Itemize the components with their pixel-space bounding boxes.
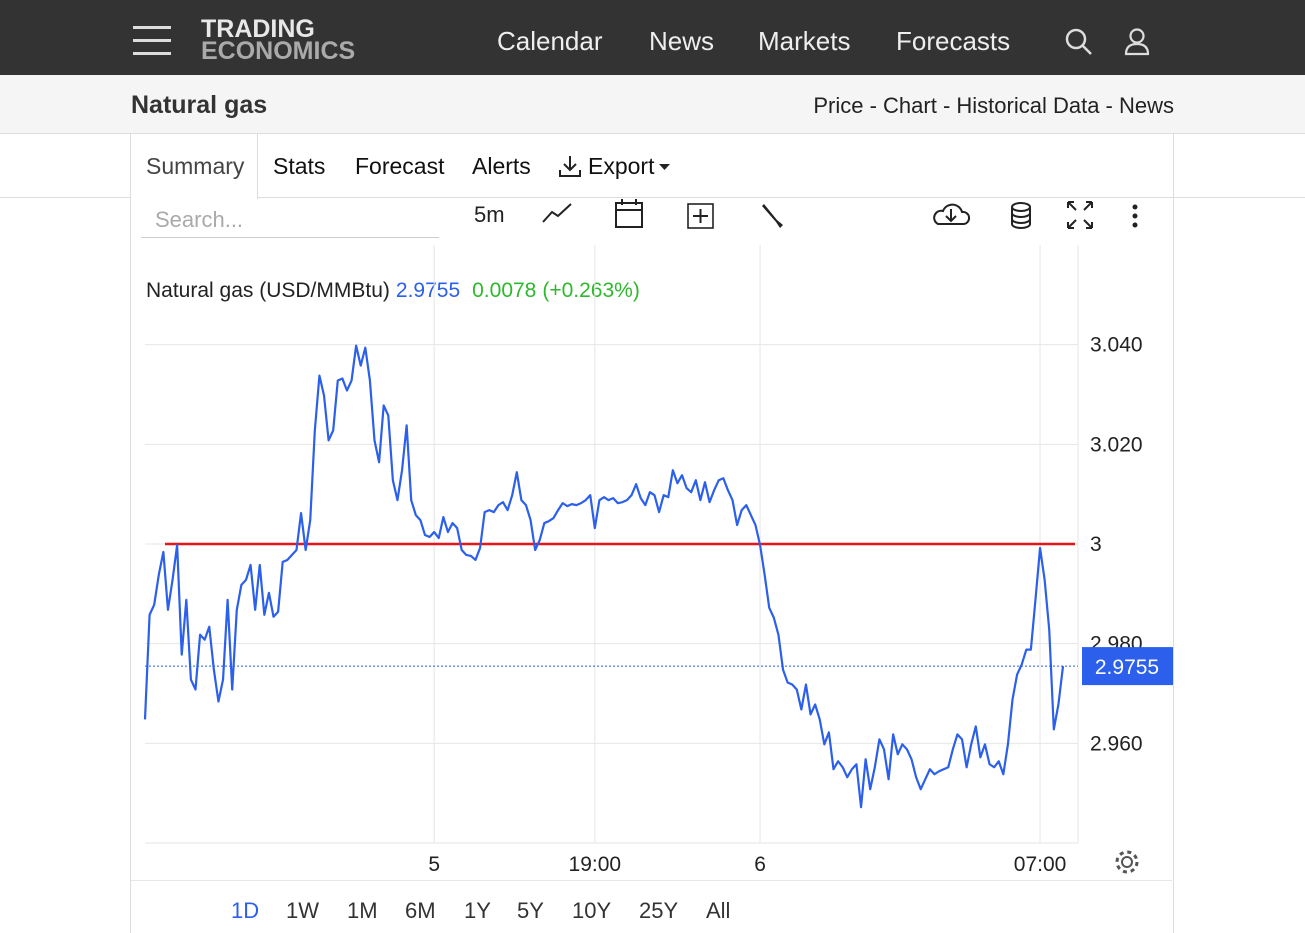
nav-link[interactable]: Forecasts [896, 26, 1011, 56]
download-icon [559, 156, 581, 177]
x-tick-label: 07:00 [1014, 853, 1067, 876]
header-links[interactable]: Price - Chart - Historical Data - News [813, 93, 1174, 118]
last-price-label: 2.9755 [1095, 656, 1159, 679]
y-tick-label: 3 [1090, 533, 1102, 556]
tab[interactable]: Stats [273, 153, 326, 179]
logo-line: ECONOMICS [201, 37, 356, 65]
title-bar: Natural gas Price - Chart - Historical D… [0, 75, 1305, 134]
last-price-box [1082, 647, 1173, 686]
range-button[interactable]: 10Y [572, 898, 612, 923]
add-icon[interactable] [687, 203, 714, 229]
quote-price: 2.9755 [396, 279, 460, 302]
quote-change: 0.0078 [472, 279, 536, 302]
menu-icon[interactable] [133, 26, 173, 56]
nav-link[interactable]: Markets [758, 26, 851, 56]
user-icon[interactable] [1123, 27, 1153, 57]
y-tick-label: 3.020 [1090, 433, 1143, 456]
quote-name: Natural gas (USD/MMBtu) [146, 279, 390, 302]
logo[interactable]: TRADING ECONOMICS [201, 15, 356, 65]
tab[interactable]: Forecast [355, 153, 445, 179]
database-icon[interactable] [1011, 202, 1031, 229]
chart-group: Natural gas (USD/MMBtu) 2.9755 0.0078 (+0.2… [143, 245, 1173, 876]
logo-line: TRADING [201, 15, 315, 43]
settings-icon[interactable] [1113, 848, 1141, 876]
y-tick-label: 2.960 [1090, 732, 1143, 755]
cloud-icon[interactable] [933, 203, 971, 225]
tab[interactable]: Summary [146, 153, 245, 179]
tab[interactable]: Alerts [472, 153, 531, 179]
divider [131, 880, 1172, 881]
tab[interactable]: Export [588, 153, 655, 179]
active-tab-bg [131, 134, 258, 199]
interval[interactable]: 5m [474, 202, 505, 227]
y-tick-label: 3.040 [1090, 334, 1143, 357]
panel [130, 133, 1174, 933]
price-line [143, 344, 1065, 809]
wrench-icon[interactable] [762, 204, 783, 228]
nav-link[interactable]: Calendar [497, 26, 603, 56]
x-tick-label: 6 [754, 853, 766, 876]
calendar-icon[interactable] [615, 199, 643, 228]
range-button[interactable]: 1Y [464, 898, 491, 923]
range-button[interactable]: 1W [286, 898, 319, 923]
range-button[interactable]: 6M [405, 898, 436, 923]
quote-change-percent: (+0.263%) [542, 279, 639, 302]
toolbar-icons [542, 199, 1138, 229]
range-button[interactable]: 1M [347, 898, 378, 923]
range-button[interactable]: 5Y [517, 898, 544, 923]
divider [0, 197, 1305, 198]
chart: Natural gas (USD/MMBtu) 2.9755 0.0078 (+0.2… [143, 245, 1173, 876]
x-tick-label: 5 [428, 853, 440, 876]
range-button[interactable]: 25Y [639, 898, 679, 923]
range-button[interactable]: All [706, 898, 731, 923]
fullscreen-icon[interactable] [1067, 201, 1093, 229]
top-nav: TRADING ECONOMICS Calendar News Markets … [0, 0, 1305, 75]
nav-link[interactable]: News [649, 26, 715, 56]
range-button[interactable]: 1D [231, 898, 260, 923]
search-box[interactable]: Search... [141, 203, 439, 238]
line-icon[interactable] [542, 203, 572, 223]
chart-label: Natural gas (USD/MMBtu) 2.9755 0.0078 (+0.2… [146, 279, 640, 302]
caret [659, 164, 670, 170]
more-icon[interactable] [1132, 204, 1138, 228]
x-tick-label: 19:00 [569, 853, 622, 876]
search-icon[interactable] [1064, 27, 1094, 57]
page-title: Natural gas [131, 91, 268, 119]
